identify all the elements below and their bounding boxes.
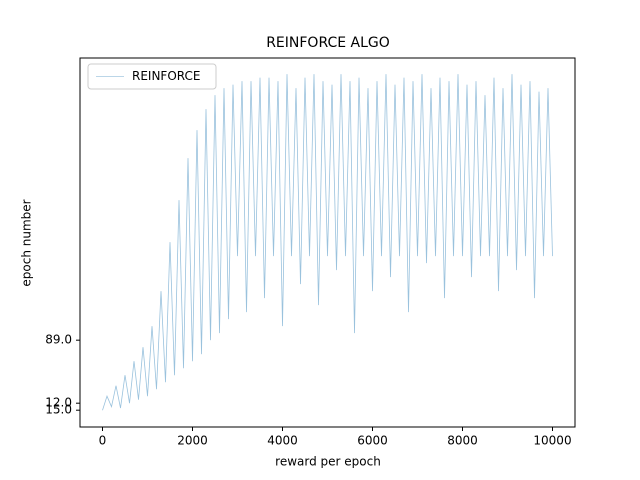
x-axis-label: reward per epoch bbox=[275, 455, 381, 469]
legend-label: REINFORCE bbox=[132, 69, 200, 83]
x-tick-label: 4000 bbox=[267, 434, 298, 448]
y-tick-label: 15.0 bbox=[45, 403, 72, 417]
y-tick-label: 89.0 bbox=[45, 333, 72, 347]
y-tick-label: 12.0 bbox=[45, 396, 72, 410]
axes-frame bbox=[79, 57, 576, 428]
x-tick-label: 6000 bbox=[357, 434, 388, 448]
y-axis-label: epoch number bbox=[20, 199, 34, 286]
x-tick-label: 8000 bbox=[447, 434, 478, 448]
plot-area bbox=[102, 74, 553, 411]
x-tick-label: 10000 bbox=[533, 434, 571, 448]
chart-title: REINFORCE ALGO bbox=[266, 35, 390, 51]
series-line bbox=[102, 74, 553, 411]
legend-box bbox=[87, 63, 217, 90]
x-tick-label: 2000 bbox=[177, 434, 208, 448]
legend: REINFORCE bbox=[87, 63, 217, 90]
x-tick-label: 0 bbox=[99, 434, 107, 448]
